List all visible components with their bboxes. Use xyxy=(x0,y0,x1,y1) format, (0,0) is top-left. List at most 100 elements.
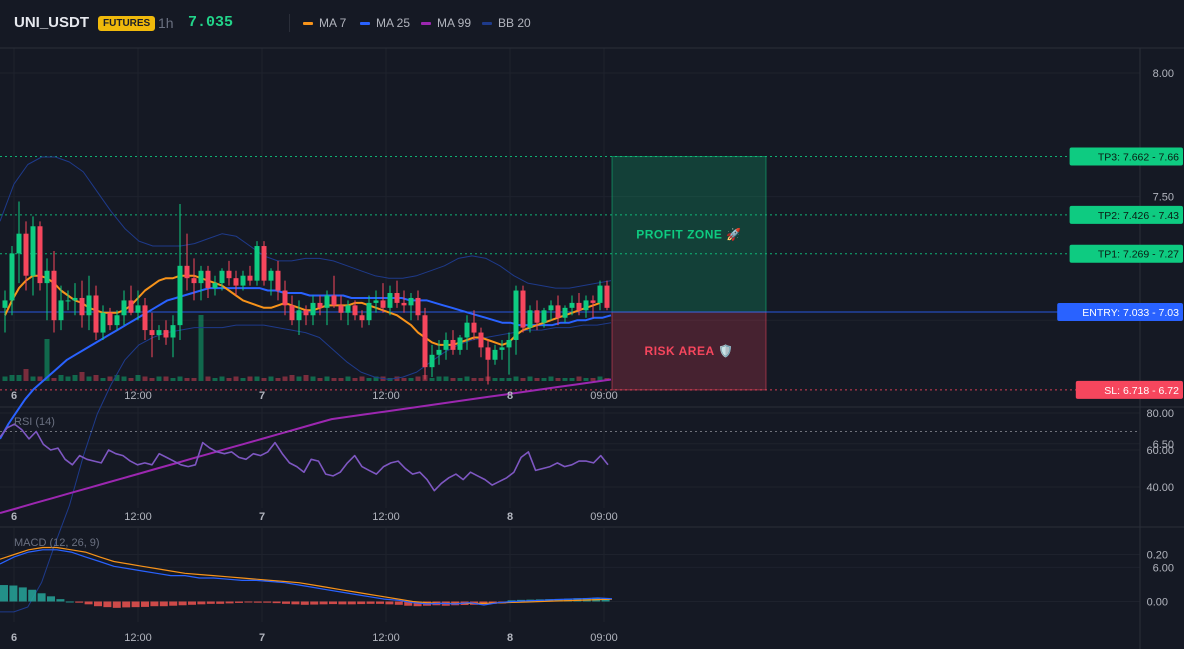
legend-ma7[interactable]: MA 7 xyxy=(303,16,346,30)
candle-body xyxy=(212,283,218,289)
volume-bar xyxy=(520,378,526,381)
candle-body xyxy=(471,322,477,333)
candle-body xyxy=(401,302,407,306)
volume-bar xyxy=(583,378,589,381)
price-tick-label: 6.00 xyxy=(1153,562,1174,574)
price-tick-label: 8.00 xyxy=(1153,68,1174,80)
time-tick-label: 12:00 xyxy=(372,511,400,523)
macd-histogram-bar xyxy=(413,601,422,607)
risk-zone-label: RISK AREA 🛡️ xyxy=(645,344,734,358)
macd-title: MACD (12, 26, 9) xyxy=(14,537,100,549)
volume-bar xyxy=(352,378,358,381)
candle-body xyxy=(128,300,134,313)
chart-header: UNI_USDT FUTURES 1h 7.035 MA 7 MA 25 MA … xyxy=(0,0,1184,48)
legend-bb20[interactable]: BB 20 xyxy=(482,16,531,30)
volume-bar xyxy=(324,376,330,381)
rsi-tick-label: 80.00 xyxy=(1146,408,1174,420)
macd-histogram-bar xyxy=(216,601,225,604)
candle-body xyxy=(527,310,533,328)
symbol-label[interactable]: UNI_USDT xyxy=(14,14,90,31)
candle-body xyxy=(387,293,393,308)
volume-bar xyxy=(107,376,113,381)
legend-ma25[interactable]: MA 25 xyxy=(360,16,410,30)
time-tick-label: 12:00 xyxy=(372,390,400,402)
futures-badge: FUTURES xyxy=(98,16,156,31)
candle-body xyxy=(317,302,323,308)
candle-body xyxy=(268,270,274,281)
volume-bar xyxy=(219,376,225,381)
candle-body xyxy=(597,285,603,303)
macd-histogram-bar xyxy=(131,601,140,608)
volume-bar xyxy=(338,378,344,381)
volume-bar xyxy=(506,378,512,381)
macd-histogram-bar xyxy=(235,601,243,603)
legend-ma99[interactable]: MA 99 xyxy=(421,16,471,30)
profit-zone xyxy=(611,156,767,313)
macd-histogram-bar xyxy=(141,601,149,607)
volume-bar xyxy=(233,376,239,381)
legend-ma25-label: MA 25 xyxy=(376,16,411,30)
candle-body xyxy=(9,253,15,301)
candle-body xyxy=(121,300,127,316)
volume-bar xyxy=(170,378,176,381)
volume-bar xyxy=(576,376,582,381)
macd-histogram-bar xyxy=(37,593,46,602)
candle-body xyxy=(2,300,8,308)
candle-body xyxy=(170,325,176,338)
macd-histogram-bar xyxy=(263,601,272,603)
time-tick-label: 09:00 xyxy=(590,390,618,402)
volume-bar xyxy=(303,375,309,381)
profit-zone-label: PROFIT ZONE 🚀 xyxy=(636,227,741,241)
macd-histogram-bar xyxy=(94,601,102,607)
macd-histogram-bar xyxy=(169,601,178,606)
candle-body xyxy=(44,270,50,284)
volume-bar xyxy=(359,376,365,381)
candle-body xyxy=(93,295,99,333)
candle-body xyxy=(86,295,92,316)
candle-body xyxy=(198,270,204,284)
timeframe-selector[interactable]: 1h xyxy=(158,15,174,31)
candle-body xyxy=(485,347,491,360)
macd-histogram-bar xyxy=(65,601,74,603)
volume-bar xyxy=(499,378,505,381)
candle-body xyxy=(30,226,36,276)
volume-bar xyxy=(569,378,575,381)
bb20-swatch xyxy=(482,21,492,25)
volume-bar xyxy=(527,376,533,381)
volume-bar xyxy=(268,376,274,381)
macd-histogram-bar xyxy=(319,601,328,605)
volume-bar xyxy=(9,375,15,381)
candle-body xyxy=(338,305,344,313)
volume-bar xyxy=(226,378,232,381)
candle-body xyxy=(240,275,246,286)
volume-bar xyxy=(261,378,267,381)
macd-histogram-bar xyxy=(206,601,215,604)
candle-body xyxy=(37,226,43,284)
volume-bar xyxy=(121,376,127,381)
macd-histogram-bar xyxy=(253,601,262,603)
macd-histogram-bar xyxy=(159,601,168,607)
macd-histogram-bar xyxy=(394,601,403,605)
candle-body xyxy=(205,270,211,289)
volume-bar xyxy=(240,378,246,381)
macd-histogram-bar xyxy=(554,598,563,602)
candle-body xyxy=(65,300,71,302)
candle-body xyxy=(107,312,113,326)
candle-body xyxy=(191,278,197,284)
volume-bar xyxy=(16,375,22,381)
level-tag-entry xyxy=(1057,303,1183,322)
volume-bar xyxy=(562,378,568,381)
candle-body xyxy=(275,270,281,291)
legend-ma7-label: MA 7 xyxy=(319,16,347,30)
candle-body xyxy=(72,297,78,301)
volume-bar xyxy=(429,378,435,381)
time-tick-label: 7 xyxy=(259,390,265,402)
candle-body xyxy=(429,354,435,368)
time-tick-label: 8 xyxy=(507,511,513,523)
risk-zone xyxy=(611,311,767,391)
level-tag-label: SL: 6.718 - 6.72 xyxy=(1104,385,1179,397)
ma99-line xyxy=(0,378,612,514)
volume-bar xyxy=(142,376,148,381)
candle-body xyxy=(436,349,442,355)
